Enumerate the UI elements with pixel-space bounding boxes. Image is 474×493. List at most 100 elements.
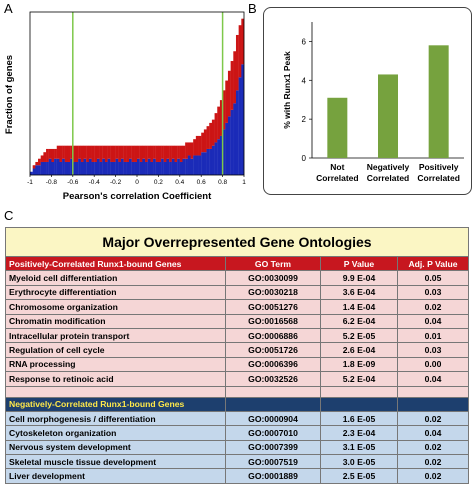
histogram-bar-red: [145, 145, 148, 162]
histogram-bar-red: [96, 145, 100, 159]
y-tick-label: 6: [302, 37, 307, 46]
histogram-bar-blue: [38, 165, 41, 175]
histogram-bar-blue: [193, 155, 196, 175]
adj-p-value: 0.04: [397, 425, 469, 441]
runx1-bar-chart: 0246NotCorrelatedNegativelyCorrelatedPos…: [282, 22, 464, 183]
x-axis-label: Pearson's correlation Coefficient: [63, 191, 212, 202]
histogram-bar-blue: [35, 165, 39, 175]
histogram-bar-blue: [206, 148, 210, 175]
p-value: 1.6 E-05: [320, 410, 398, 427]
table-row: Regulation of cell cycle GO:0051726 2.6 E-…: [5, 342, 469, 358]
gene-set-name: Myeloid cell differentiation: [5, 270, 226, 286]
y-axis-label: % with Runx1 Peak: [282, 51, 292, 129]
histogram-bar-blue: [230, 109, 234, 175]
histogram-bar-red: [219, 100, 223, 136]
gene-set-name: Chromosome organization: [5, 299, 226, 315]
histogram-bar-red: [62, 145, 65, 159]
histogram-bar-red: [38, 158, 41, 166]
table-row: Myeloid cell differentiation GO:0030099 9.…: [5, 270, 469, 286]
histogram-bar-red: [161, 145, 164, 159]
table-row: Cell morphogenesis / differentiation GO:0…: [5, 410, 469, 427]
gene-set-name: Skeletal muscle tissue development: [5, 454, 226, 470]
p-value: 2.5 E-05: [320, 468, 398, 484]
histogram-bar-blue: [225, 122, 229, 175]
histogram-bar-blue: [72, 161, 76, 175]
p-value: 1.8 E-09: [320, 356, 398, 373]
gene-ontology-table-container: Major Overrepresented Gene Ontologies Po…: [5, 227, 469, 484]
histogram-bar-red: [201, 132, 205, 153]
histogram-bar-red: [91, 145, 95, 162]
adj-p-value: 0.04: [397, 371, 469, 387]
histogram-bar-red: [190, 142, 194, 159]
histogram-bar-red: [134, 145, 138, 162]
histogram-bar-red: [86, 145, 89, 162]
spacer-cell: [320, 385, 398, 398]
table-row: Chromosome organization GO:0051276 1.4 E-0…: [5, 299, 469, 315]
histogram-bar-blue: [70, 158, 73, 175]
histogram-bar-blue: [43, 161, 47, 175]
adj-p-value: 0.03: [397, 284, 469, 301]
histogram-bar-blue: [137, 158, 140, 175]
histogram-bar-blue: [96, 158, 100, 175]
histogram-bar-blue: [64, 161, 68, 175]
histogram-bar-red: [171, 145, 175, 159]
adj-p-value: 0.02: [397, 439, 469, 456]
histogram-bar-red: [64, 145, 68, 162]
histogram-bar-red: [185, 142, 188, 159]
histogram-bar-blue: [217, 139, 221, 175]
histogram-bar-blue: [94, 161, 98, 175]
x-tick-label: 0.4: [175, 179, 184, 186]
p-value: 5.2 E-04: [320, 371, 398, 387]
p-value: 2.6 E-04: [320, 342, 398, 358]
histogram-bar-red: [67, 145, 71, 162]
header-blank: [397, 396, 469, 412]
go-term-id: GO:0016568: [225, 313, 321, 329]
panel-label-a: A: [4, 1, 13, 16]
histogram-bar-red: [118, 145, 122, 162]
histogram-bar-blue: [30, 171, 33, 175]
histogram-bar-blue: [185, 158, 188, 175]
p-value: 6.2 E-04: [320, 313, 398, 329]
histogram-bar-blue: [118, 161, 122, 175]
histogram-bar-red: [78, 145, 81, 159]
histogram-bar-blue: [158, 161, 162, 175]
p-value: 5.2 E-05: [320, 327, 398, 344]
histogram-bar-blue: [142, 158, 146, 175]
histogram-bar-red: [150, 145, 154, 162]
x-tick-label: 0: [135, 179, 139, 186]
x-tick-label: 0.6: [197, 179, 206, 186]
x-tick-label: 0.2: [154, 179, 163, 186]
category-label: Correlated: [316, 173, 359, 183]
histogram-bar-blue: [54, 158, 57, 175]
go-term-id: GO:0051276: [225, 299, 321, 315]
x-tick-label: 0.8: [218, 179, 227, 186]
x-tick-label: -0.4: [89, 179, 101, 186]
category-label: Correlated: [417, 173, 460, 183]
histogram-bar-red: [233, 51, 237, 104]
histogram-bar-red: [169, 145, 172, 162]
histogram-bar-blue: [235, 90, 239, 175]
histogram-bar-red: [217, 106, 221, 140]
go-term-id: GO:0032526: [225, 371, 321, 387]
gene-set-name: Intracellular protein transport: [5, 327, 226, 344]
histogram-bar-red: [128, 145, 132, 159]
histogram-bar-red: [182, 145, 186, 159]
histogram-bar-red: [214, 113, 218, 143]
header-p-value: P Value: [320, 255, 398, 272]
histogram-bar-red: [179, 145, 183, 162]
histogram-bar-red: [70, 145, 73, 159]
histogram-bar-red: [123, 145, 127, 162]
histogram-bar-blue: [102, 158, 106, 175]
histogram-bar-red: [112, 145, 116, 162]
adj-p-value: 0.02: [397, 299, 469, 315]
histogram-bar-blue: [241, 64, 245, 175]
histogram-bar-red: [147, 145, 151, 159]
go-term-id: GO:0001889: [225, 468, 321, 484]
table-row: RNA processing GO:0006396 1.8 E-09 0.00: [5, 356, 469, 373]
positive-header-row: Positively-Correlated Runx1-bound Genes …: [5, 255, 469, 272]
histogram-bar-blue: [46, 161, 49, 175]
histogram-bar-blue: [139, 161, 143, 175]
category-label: Correlated: [367, 173, 410, 183]
table-title-row: Major Overrepresented Gene Ontologies: [5, 227, 469, 257]
histogram-bar-red: [235, 34, 239, 91]
